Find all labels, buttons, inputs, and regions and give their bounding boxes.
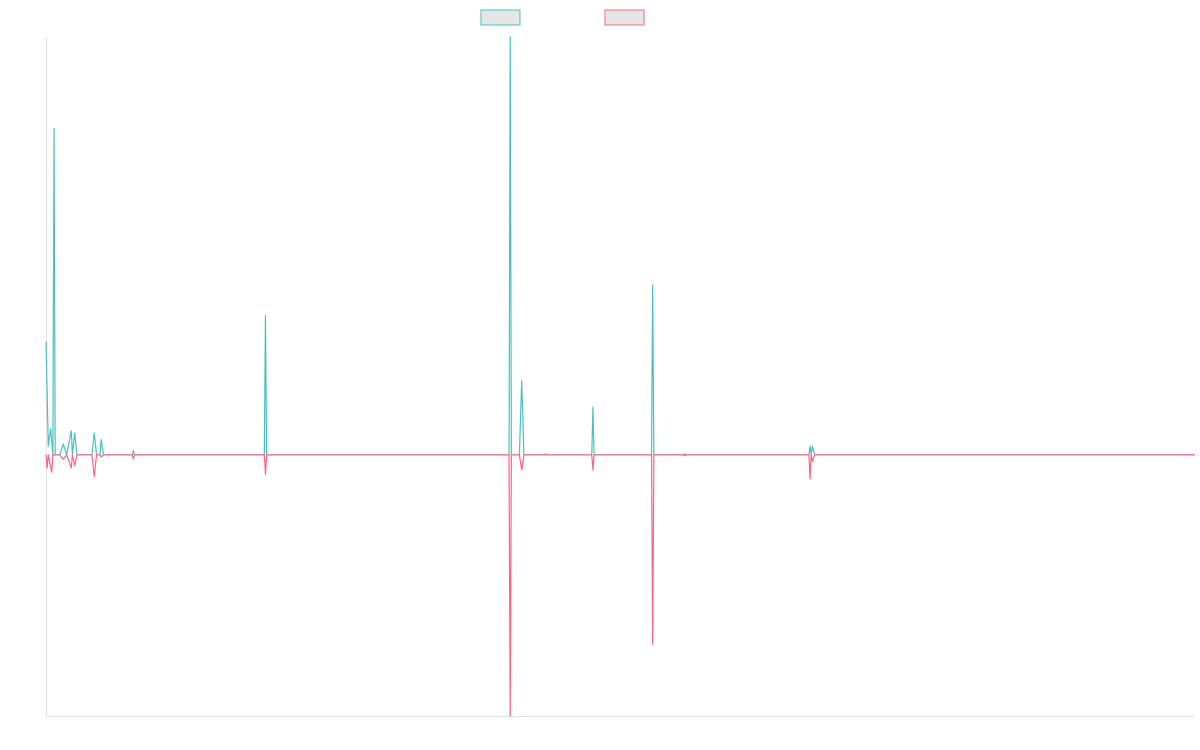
- legend-item-1[interactable]: [480, 9, 521, 26]
- series-line-2: [45, 454, 1195, 717]
- chart-series-group: [45, 36, 1195, 717]
- legend-swatch-2: [604, 9, 645, 26]
- chart-legend[interactable]: [480, 9, 645, 26]
- series-line-1: [45, 36, 1195, 456]
- chart-axes: [46, 37, 1195, 717]
- legend-item-2[interactable]: [604, 9, 645, 26]
- legend-swatch-1: [480, 9, 521, 26]
